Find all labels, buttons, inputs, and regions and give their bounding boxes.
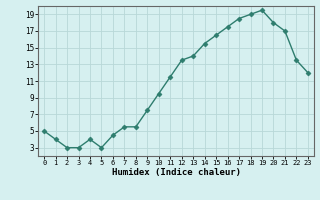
X-axis label: Humidex (Indice chaleur): Humidex (Indice chaleur): [111, 168, 241, 177]
